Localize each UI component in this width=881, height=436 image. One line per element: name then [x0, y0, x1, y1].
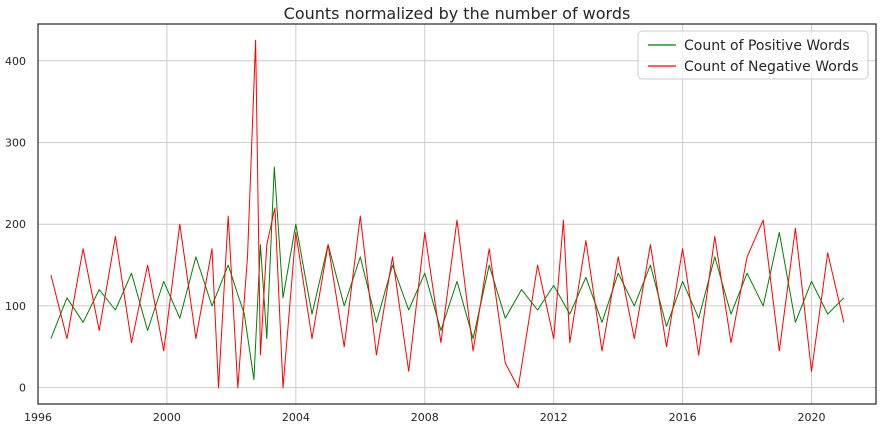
axes-frame: [37, 23, 877, 405]
grid: [37, 24, 876, 404]
x-tick-label: 1996: [24, 411, 52, 424]
y-tick-label: 200: [5, 218, 26, 231]
series-lines: [50, 39, 845, 389]
x-tick-label: 2000: [153, 411, 181, 424]
legend-label: Count of Positive Words: [684, 38, 850, 54]
y-tick-labels: 0 100 200 300 400: [5, 55, 26, 395]
x-tick-label: 2012: [540, 411, 568, 424]
chart-title: Counts normalized by the number of words: [284, 4, 631, 23]
x-tick-label: 2020: [798, 411, 826, 424]
legend: Count of Positive Words Count of Negative…: [637, 30, 869, 80]
series-line-negative: [50, 39, 845, 389]
y-tick-label: 300: [5, 136, 26, 149]
y-tick-label: 100: [5, 300, 26, 313]
y-tick-label: 0: [19, 382, 26, 395]
x-tick-label: 2008: [411, 411, 439, 424]
legend-box: [637, 30, 869, 80]
x-tick-labels: 1996 2000 2004 2008 2012 2016 2020: [24, 411, 826, 424]
y-tick-label: 400: [5, 55, 26, 68]
legend-label: Count of Negative Words: [684, 59, 859, 75]
x-tick-label: 2016: [669, 411, 697, 424]
x-tick-label: 2004: [282, 411, 310, 424]
series-line-positive: [50, 166, 845, 380]
